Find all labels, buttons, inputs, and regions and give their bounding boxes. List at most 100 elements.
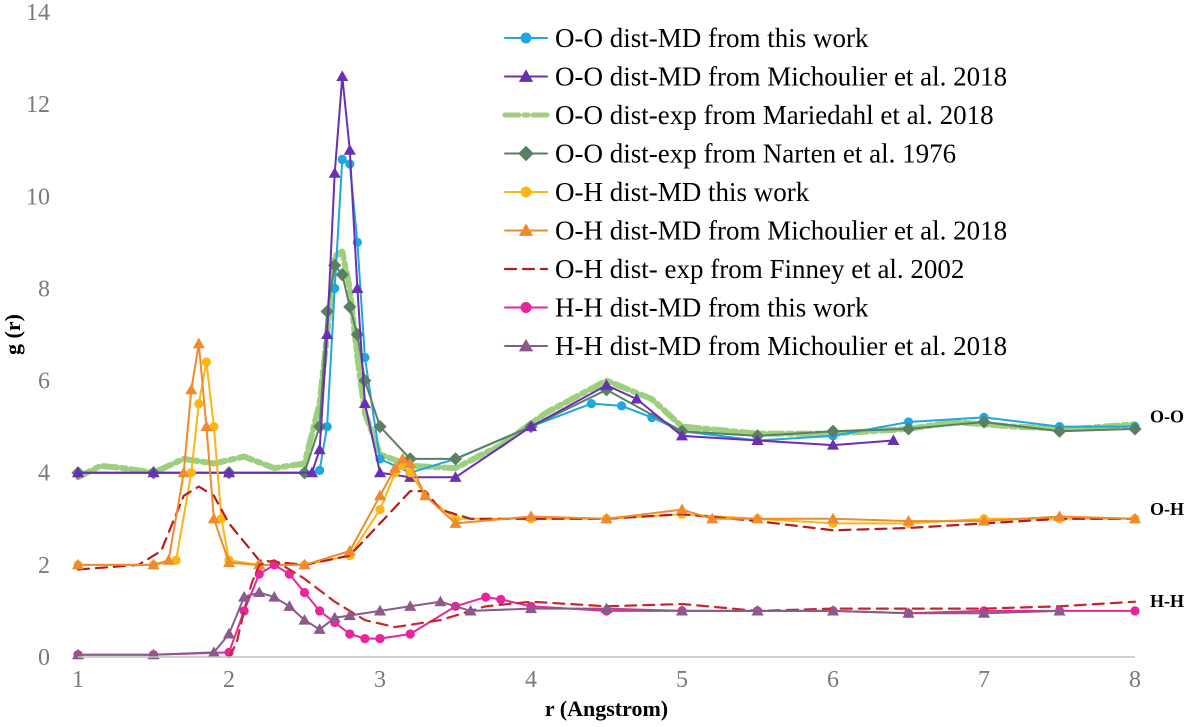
data-point xyxy=(826,439,840,450)
legend-item-o-o-dist-md-from-michoulier-et-al-2018[interactable]: O-O dist-MD from Michoulier et al. 2018 xyxy=(504,62,1007,92)
legend-item-h-h-dist-md-from-this-work[interactable]: H-H dist-MD from this work xyxy=(504,293,869,323)
legend-item-o-h-dist-md-this-work[interactable]: O-H dist-MD this work xyxy=(504,177,810,207)
data-point xyxy=(520,302,532,313)
data-point xyxy=(171,555,181,565)
data-point xyxy=(298,558,311,570)
data-point xyxy=(147,558,160,570)
x-tick-label: 2 xyxy=(223,667,235,693)
data-point xyxy=(185,383,198,395)
data-point xyxy=(351,282,364,293)
y-axis-title: g (r) xyxy=(0,314,25,355)
series-line xyxy=(76,485,1137,571)
x-tick-labels: 1 2 3 4 5 6 7 8 xyxy=(72,667,1141,693)
data-point xyxy=(902,515,915,526)
data-point xyxy=(600,512,613,524)
legend-item-o-o-dist-exp-from-narten-et-al-1976[interactable]: O-O dist-exp from Narten et al. 1976 xyxy=(504,139,956,169)
data-point xyxy=(298,614,311,625)
y-tick-label: 12 xyxy=(26,92,50,118)
data-point xyxy=(1128,422,1142,436)
data-point xyxy=(706,512,719,524)
series-h-h-dist-md-from-michoulier-et-al-2018 xyxy=(71,586,1066,660)
data-point xyxy=(147,466,160,478)
data-point xyxy=(222,466,236,478)
data-point xyxy=(314,465,325,476)
data-point xyxy=(675,503,689,515)
data-point xyxy=(328,258,342,272)
data-point xyxy=(337,154,347,165)
data-point xyxy=(375,504,385,515)
data-point xyxy=(901,422,916,436)
data-point xyxy=(977,607,991,618)
data-point xyxy=(71,466,85,478)
data-point xyxy=(268,591,281,602)
legend-item-o-h-dist-exp-from-finney-et-al-2002[interactable]: O-H dist- exp from Finney et al. 2002 xyxy=(503,254,964,284)
data-point xyxy=(524,602,538,614)
group-label-h-h: H-H xyxy=(1150,591,1184,611)
y-tick-label: 8 xyxy=(38,276,50,302)
y-tick-label: 14 xyxy=(26,0,50,26)
legend-item-o-o-dist-md-from-this-work[interactable]: O-O dist-MD from this work xyxy=(504,23,869,53)
y-tick-label: 2 xyxy=(38,553,50,579)
data-point xyxy=(1052,424,1067,438)
legend-item-o-h-dist-md-from-michoulier-et-al-2018[interactable]: O-H dist-MD from Michoulier et al. 2018 xyxy=(504,216,1007,246)
data-point xyxy=(481,592,491,602)
data-point xyxy=(222,556,236,568)
series-layer xyxy=(71,70,1142,660)
data-point xyxy=(887,434,900,446)
data-point xyxy=(1053,510,1066,522)
series-line xyxy=(75,248,1138,481)
data-point xyxy=(360,633,370,644)
data-point xyxy=(373,466,387,478)
series-h-h-dist-exp xyxy=(227,559,1137,659)
data-point xyxy=(313,443,326,455)
legend-item-o-o-dist-exp-from-mariedahl-et-al-2018[interactable]: O-O dist-exp from Mariedahl et al. 2018 xyxy=(502,100,994,130)
x-axis-title: r (Angstrom) xyxy=(545,696,668,721)
legend-label: O-O dist-exp from Mariedahl et al. 2018 xyxy=(555,100,994,130)
series-line xyxy=(77,591,1061,656)
legend[interactable]: O-O dist-MD from this work O-O dist-MD fr… xyxy=(502,23,1007,361)
data-point xyxy=(616,401,627,411)
data-point xyxy=(419,489,432,501)
legend-label: H-H dist-MD from Michoulier et al. 2018 xyxy=(555,331,1007,361)
series-line xyxy=(77,342,1136,566)
group-label-o-h: O-H xyxy=(1150,499,1184,519)
data-point xyxy=(343,609,356,621)
series-o-o-dist-exp-from-mariedahl-et-al-2018 xyxy=(75,248,1138,481)
y-tick-label: 0 xyxy=(38,645,50,671)
data-point xyxy=(751,604,764,616)
data-point xyxy=(977,515,991,526)
data-point xyxy=(389,462,402,473)
data-point xyxy=(328,611,341,623)
data-point xyxy=(404,457,417,469)
data-point xyxy=(373,489,387,501)
x-tick-label: 3 xyxy=(374,667,386,693)
data-point xyxy=(320,304,334,319)
data-point xyxy=(375,633,385,644)
data-point xyxy=(330,283,340,294)
data-point xyxy=(222,627,236,639)
data-point xyxy=(586,398,597,409)
x-tick-label: 5 xyxy=(676,667,688,693)
data-point xyxy=(209,422,219,432)
x-tick-label: 6 xyxy=(827,667,839,693)
legend-item-h-h-dist-md-from-michoulier-et-al-2018[interactable]: H-H dist-MD from Michoulier et al. 2018 xyxy=(504,331,1007,361)
x-tick-label: 1 xyxy=(72,667,84,693)
data-point xyxy=(751,434,764,446)
data-point xyxy=(751,512,764,524)
data-point xyxy=(630,392,643,404)
data-point xyxy=(398,461,408,471)
data-point xyxy=(518,223,534,236)
legend-label: O-H dist- exp from Finney et al. 2002 xyxy=(555,254,964,284)
data-point xyxy=(675,604,689,616)
legend-label: O-O dist-MD from this work xyxy=(555,23,869,53)
data-point xyxy=(322,422,332,432)
legend-label: O-O dist-MD from Michoulier et al. 2018 xyxy=(555,62,1007,92)
series-line xyxy=(227,559,1137,659)
y-tick-label: 4 xyxy=(38,461,50,487)
data-point xyxy=(299,587,310,598)
data-point xyxy=(524,420,538,432)
data-point xyxy=(314,606,325,616)
data-point xyxy=(520,186,532,198)
